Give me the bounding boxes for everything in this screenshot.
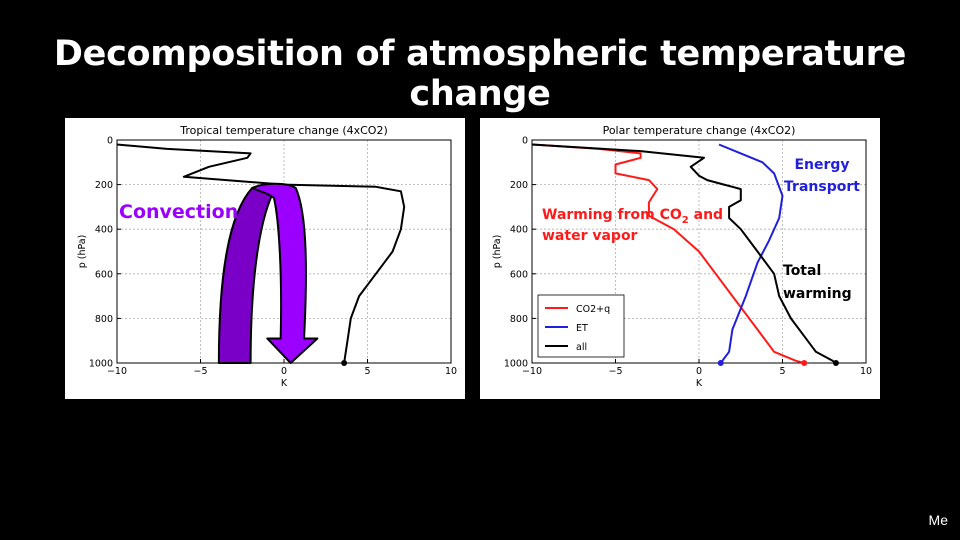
polar-line-all (532, 143, 837, 363)
tropical-line-series-0 (117, 143, 406, 363)
tropical-ytick-label: 600 (95, 269, 113, 280)
legend-label: ET (576, 323, 588, 334)
polar-xtick-label: 5 (779, 366, 785, 377)
tropical-ytick-label: 1000 (89, 359, 113, 370)
polar-ytick-label: 600 (510, 269, 528, 280)
polar-xtick-label: −5 (608, 366, 622, 377)
tropical-ytick-label: 0 (107, 136, 113, 147)
energy-transport-label-line2: Transport (784, 179, 860, 195)
polar-chart: −10 −5 0 5 10 0 200 400 600 800 1000 Polar temperat… (492, 124, 872, 389)
polar-chart-panel: −10 −5 0 5 10 0 200 400 600 800 1000 Polar temperat… (480, 118, 880, 399)
polar-ytick-label: 200 (510, 180, 528, 191)
tropical-xtick-label: −5 (193, 366, 207, 377)
tropical-xtick-label: −10 (107, 366, 127, 377)
polar-xtick-label: 10 (860, 366, 872, 377)
warming-label-line2: water vapor (542, 228, 638, 244)
slide-title: Decomposition of atmospheric temperature… (53, 34, 907, 114)
warming-label-line1: Warming from CO2 and (542, 207, 723, 226)
polar-ytick-label: 1000 (504, 359, 528, 370)
tropical-chart: −10 −5 0 5 10 0 200 400 600 800 1000 Tropical tempe… (77, 124, 457, 389)
legend-label: CO2+q (576, 304, 610, 315)
tropical-ytick-label: 400 (95, 225, 113, 236)
polar-ylabel: p (hPa) (492, 235, 503, 269)
polar-xtick-label: −10 (522, 366, 542, 377)
energy-transport-label-line1: Energy (794, 157, 849, 173)
polar-title: Polar temperature change (4xCO2) (603, 124, 796, 137)
total-warming-label-line1: Total (783, 263, 821, 279)
polar-line-et (718, 143, 784, 363)
convection-label: Convection (119, 201, 238, 223)
convection-arrow (217, 182, 319, 364)
tropical-ylabel: p (hPa) (77, 235, 88, 269)
polar-marker-et (717, 360, 724, 366)
convection-arrow-down-leg (251, 182, 319, 364)
tropical-xtick-label: 0 (281, 366, 287, 377)
tropical-ytick-label: 800 (95, 314, 113, 325)
polar-marker-co2-q (801, 360, 808, 366)
tropical-marker-series-0 (341, 360, 348, 366)
tropical-ytick-label: 200 (95, 180, 113, 191)
footer-author: Me (928, 512, 948, 528)
polar-ytick-label: 0 (522, 136, 528, 147)
polar-marker-all (832, 360, 839, 366)
polar-ytick-label: 800 (510, 314, 528, 325)
tropical-xtick-label: 5 (364, 366, 370, 377)
legend-label: all (576, 342, 587, 353)
polar-ytick-label: 400 (510, 225, 528, 236)
tropical-xtick-label: 10 (445, 366, 457, 377)
polar-line-co2-q (532, 143, 805, 363)
tropical-xlabel: K (281, 378, 288, 389)
polar-xlabel: K (696, 378, 703, 389)
polar-xtick-label: 0 (696, 366, 702, 377)
tropical-title: Tropical temperature change (4xCO2) (179, 124, 388, 137)
total-warming-label-line2: warming (783, 286, 852, 302)
polar-legend: CO2+q ET all (537, 294, 625, 358)
tropical-chart-panel: −10 −5 0 5 10 0 200 400 600 800 1000 Tropical tempe… (65, 118, 465, 399)
